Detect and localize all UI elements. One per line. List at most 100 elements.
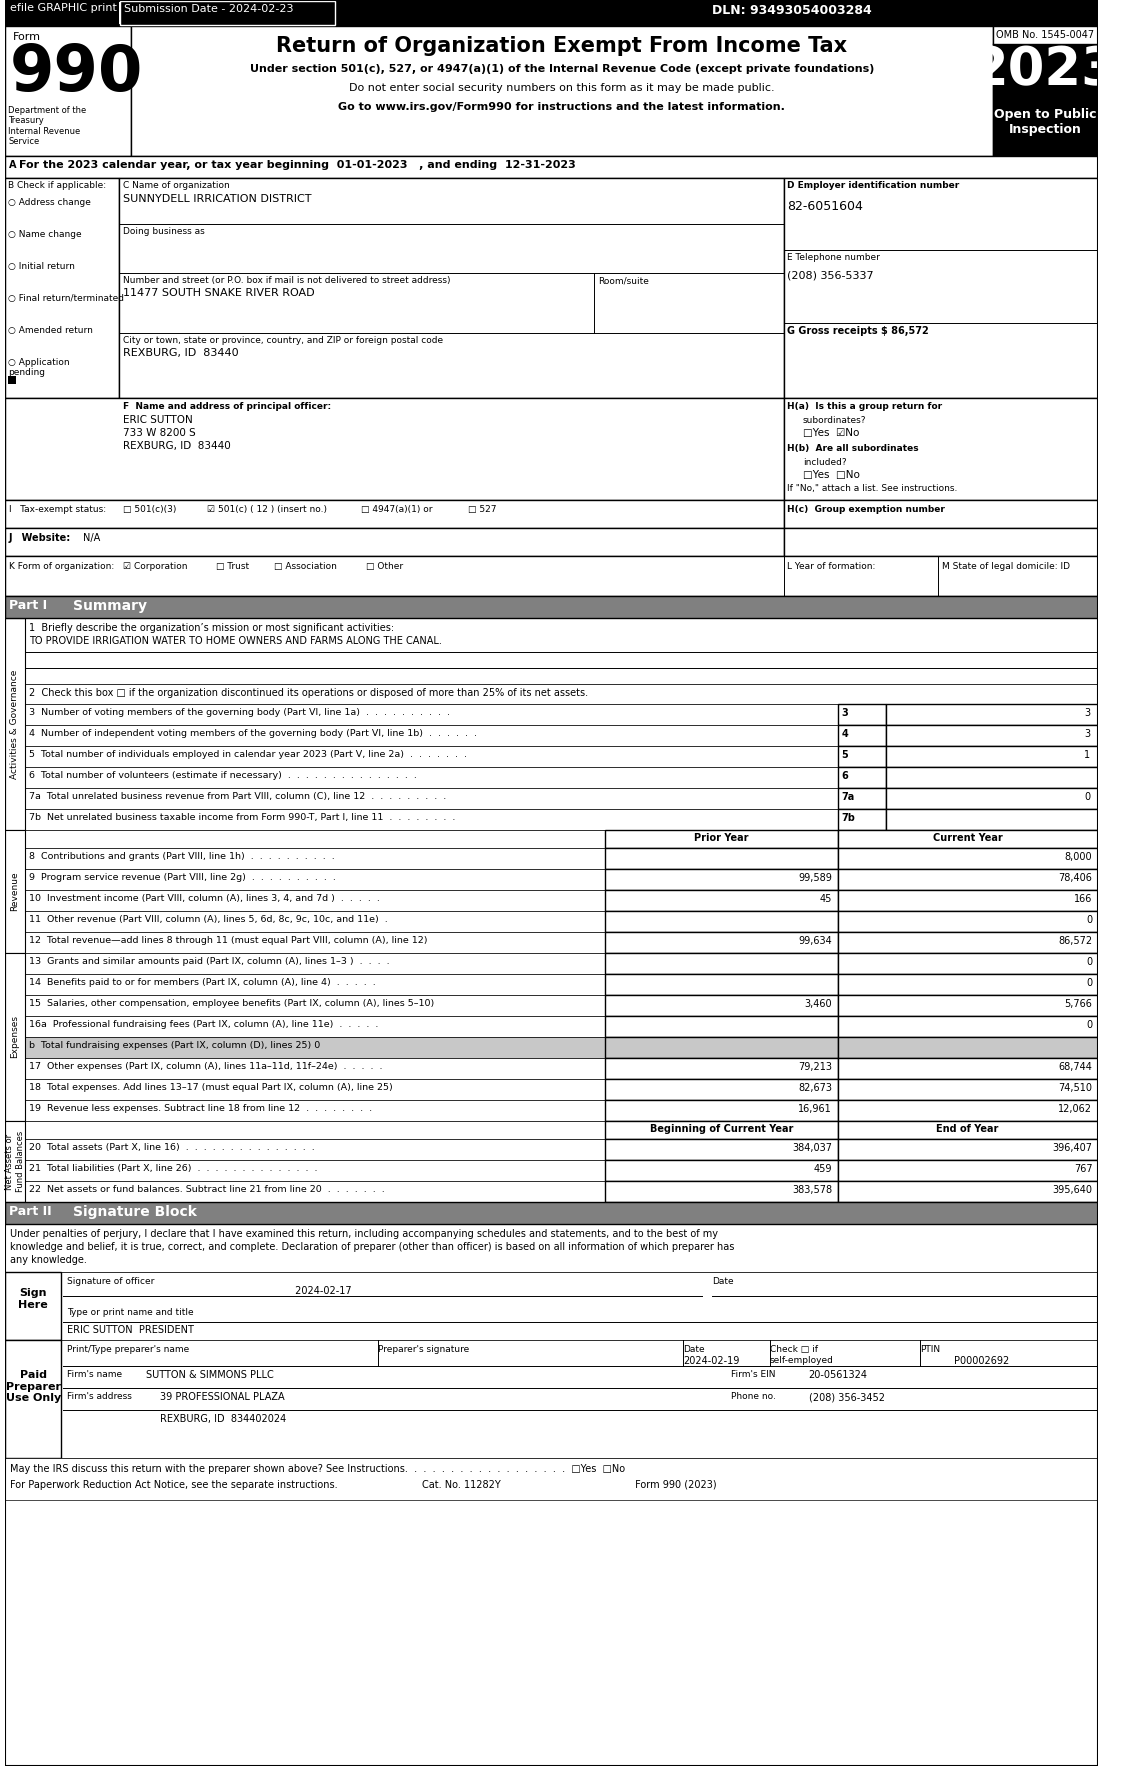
Bar (6, 618, 25, 830)
Bar (6, 26, 131, 155)
Text: 8,000: 8,000 (1065, 851, 1093, 862)
Text: 4: 4 (841, 729, 848, 738)
Text: If "No," attach a list. See instructions.: If "No," attach a list. See instructions… (787, 484, 957, 493)
Bar (6, 1100, 1099, 1121)
Text: □ 4947(a)(1) or: □ 4947(a)(1) or (361, 505, 432, 514)
Text: 5  Total number of individuals employed in calendar year 2023 (Part V, line 2a) : 5 Total number of individuals employed i… (29, 751, 467, 759)
Text: 14  Benefits paid to or for members (Part IX, column (A), line 4)  .  .  .  .  .: 14 Benefits paid to or for members (Part… (29, 978, 376, 987)
Text: 3: 3 (841, 708, 848, 719)
Bar (838, 954, 1099, 975)
Text: Firm's EIN: Firm's EIN (732, 1370, 776, 1379)
Text: 8  Contributions and grants (Part VIII, line 1h)  .  .  .  .  .  .  .  .  .  .: 8 Contributions and grants (Part VIII, l… (29, 851, 335, 862)
Bar (838, 890, 1099, 911)
Text: F  Name and address of principal officer:: F Name and address of principal officer: (123, 403, 332, 411)
Text: 20-0561324: 20-0561324 (808, 1370, 868, 1379)
Text: 20  Total assets (Part X, line 16)  .  .  .  .  .  .  .  .  .  .  .  .  .  .  .: 20 Total assets (Part X, line 16) . . . … (29, 1143, 315, 1151)
Bar (6, 954, 25, 1121)
Bar (6, 1340, 1099, 1459)
Text: 6: 6 (841, 772, 848, 781)
Text: 2  Check this box □ if the organization discontinued its operations or disposed : 2 Check this box □ if the organization d… (29, 689, 588, 698)
Bar (6, 932, 1099, 954)
Text: 12  Total revenue—add lines 8 through 11 (must equal Part VIII, column (A), line: 12 Total revenue—add lines 8 through 11 … (29, 936, 428, 945)
Bar (838, 1139, 1099, 1160)
Text: efile GRAPHIC print: efile GRAPHIC print (10, 4, 117, 12)
Text: OMB No. 1545-0047: OMB No. 1545-0047 (996, 30, 1094, 41)
Bar (838, 1058, 1099, 1079)
Text: □ Other: □ Other (366, 562, 403, 570)
Bar (784, 528, 1099, 556)
Text: Room/suite: Room/suite (597, 275, 648, 284)
Bar (784, 500, 1099, 528)
Bar (992, 44, 1099, 104)
Bar (838, 1160, 1099, 1181)
Text: □ 527: □ 527 (467, 505, 497, 514)
Bar (6, 1058, 1099, 1079)
Text: Revenue: Revenue (10, 872, 19, 911)
Bar (838, 1121, 1099, 1139)
Text: ○ Application
pending: ○ Application pending (8, 358, 70, 378)
Text: End of Year: End of Year (936, 1123, 999, 1134)
Text: 82-6051604: 82-6051604 (787, 200, 864, 214)
Bar (6, 1121, 25, 1203)
Bar (886, 788, 1099, 809)
Bar (838, 1015, 1099, 1037)
Bar (605, 869, 838, 890)
Bar (838, 975, 1099, 994)
Text: 4  Number of independent voting members of the governing body (Part VI, line 1b): 4 Number of independent voting members o… (29, 729, 478, 738)
Bar (838, 1100, 1099, 1121)
Text: 5,766: 5,766 (1065, 1000, 1093, 1008)
Text: REXBURG, ID  83440: REXBURG, ID 83440 (123, 442, 231, 450)
Bar (6, 1160, 1099, 1181)
Bar (6, 155, 1099, 178)
Text: 6  Total number of volunteers (estimate if necessary)  .  .  .  .  .  .  .  .  .: 6 Total number of volunteers (estimate i… (29, 772, 418, 781)
Text: DLN: 93493054003284: DLN: 93493054003284 (712, 4, 872, 18)
Bar (605, 830, 838, 848)
Text: PTIN: PTIN (920, 1346, 940, 1355)
Text: Prior Year: Prior Year (694, 834, 749, 842)
Bar (886, 809, 1099, 830)
Text: 99,634: 99,634 (798, 936, 832, 947)
Text: 11477 SOUTH SNAKE RIVER ROAD: 11477 SOUTH SNAKE RIVER ROAD (123, 288, 315, 298)
Text: SUTTON & SIMMONS PLLC: SUTTON & SIMMONS PLLC (146, 1370, 273, 1379)
Bar (838, 726, 886, 745)
Text: 990: 990 (10, 42, 143, 104)
Text: Form: Form (12, 32, 41, 42)
Text: Paid
Preparer
Use Only: Paid Preparer Use Only (6, 1370, 61, 1404)
Text: ○ Initial return: ○ Initial return (8, 261, 75, 270)
Bar (838, 1037, 1099, 1058)
Bar (121, 2, 335, 25)
Bar (605, 1121, 838, 1139)
Text: B Check if applicable:: B Check if applicable: (8, 180, 106, 191)
Text: □Yes  ☑No: □Yes ☑No (803, 427, 859, 438)
Bar (6, 890, 1099, 911)
Bar (838, 848, 1099, 869)
Text: 11  Other revenue (Part VIII, column (A), lines 5, 6d, 8c, 9c, 10c, and 11e)  .: 11 Other revenue (Part VIII, column (A),… (29, 915, 388, 924)
Text: Check □ if: Check □ if (770, 1346, 819, 1355)
Bar (838, 869, 1099, 890)
Bar (605, 1058, 838, 1079)
Text: Expenses: Expenses (10, 1015, 19, 1058)
Text: Number and street (or P.O. box if mail is not delivered to street address): Number and street (or P.O. box if mail i… (123, 275, 450, 284)
Text: 1: 1 (1084, 751, 1091, 759)
Text: 3: 3 (1084, 708, 1091, 719)
Text: ERIC SUTTON: ERIC SUTTON (123, 415, 193, 426)
Text: ☑ Corporation: ☑ Corporation (123, 562, 187, 570)
Text: 7a  Total unrelated business revenue from Part VIII, column (C), line 12  .  .  : 7a Total unrelated business revenue from… (29, 791, 447, 802)
Bar (6, 1181, 1099, 1203)
Bar (6, 869, 1099, 890)
Bar (605, 932, 838, 954)
Bar (6, 1272, 61, 1340)
Text: 16,961: 16,961 (798, 1104, 832, 1114)
Text: 86,572: 86,572 (1058, 936, 1093, 947)
Bar (6, 1139, 1099, 1160)
Bar (605, 1139, 838, 1160)
Text: H(c)  Group exemption number: H(c) Group exemption number (787, 505, 945, 514)
Text: 7a: 7a (841, 791, 855, 802)
Text: Signature of officer: Signature of officer (67, 1277, 155, 1286)
Text: 45: 45 (820, 894, 832, 904)
Bar (838, 1181, 1099, 1203)
Bar (6, 705, 1099, 726)
Text: (208) 356-5337: (208) 356-5337 (787, 270, 874, 281)
Bar (6, 528, 784, 556)
Text: 10  Investment income (Part VIII, column (A), lines 3, 4, and 7d )  .  .  .  .  : 10 Investment income (Part VIII, column … (29, 894, 380, 902)
